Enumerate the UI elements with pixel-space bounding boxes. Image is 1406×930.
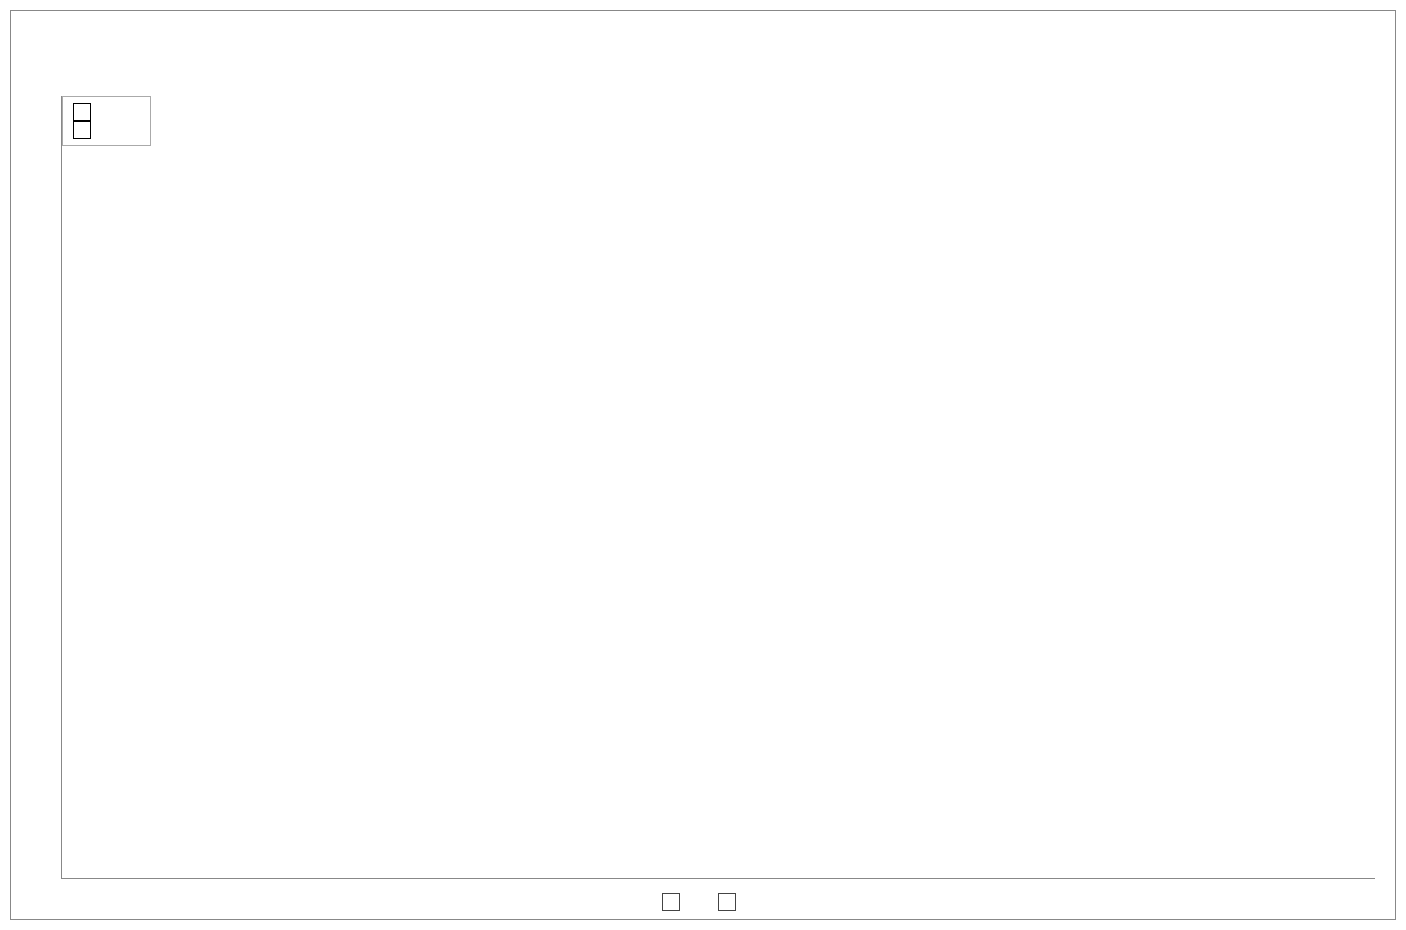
legend bbox=[662, 893, 744, 911]
legend-swatch-afghanistan bbox=[718, 893, 736, 911]
plot-svg bbox=[62, 96, 1375, 878]
stats-swatch-guyana bbox=[73, 103, 91, 121]
stats-row-2 bbox=[73, 121, 140, 139]
stats-box bbox=[62, 96, 151, 146]
legend-swatch-guyana bbox=[662, 893, 680, 911]
stats-row-1 bbox=[73, 103, 140, 121]
legend-item-afghanistan bbox=[718, 893, 744, 911]
legend-item-guyana bbox=[662, 893, 688, 911]
chart-container bbox=[10, 10, 1396, 920]
stats-swatch-afghanistan bbox=[73, 121, 91, 139]
plot-area bbox=[61, 96, 1375, 879]
